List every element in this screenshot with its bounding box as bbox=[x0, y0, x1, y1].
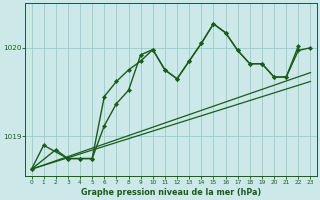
X-axis label: Graphe pression niveau de la mer (hPa): Graphe pression niveau de la mer (hPa) bbox=[81, 188, 261, 197]
